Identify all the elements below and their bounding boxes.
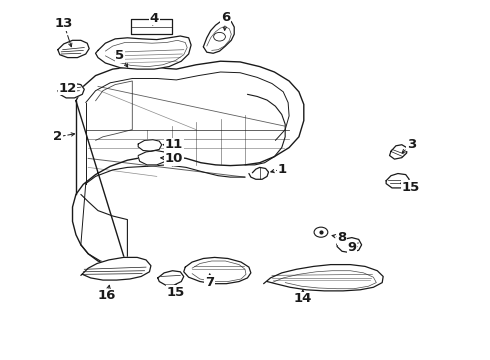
Text: 12: 12: [58, 82, 77, 95]
Polygon shape: [386, 174, 409, 188]
Text: 8: 8: [338, 231, 346, 244]
Polygon shape: [58, 40, 89, 58]
Text: 4: 4: [150, 12, 159, 24]
Text: 10: 10: [165, 152, 183, 165]
Text: 14: 14: [294, 292, 312, 305]
Polygon shape: [138, 140, 162, 151]
Polygon shape: [58, 84, 84, 98]
Polygon shape: [96, 36, 191, 69]
Polygon shape: [203, 20, 234, 53]
Polygon shape: [337, 238, 362, 253]
Polygon shape: [390, 145, 407, 159]
Text: 7: 7: [205, 276, 214, 289]
Polygon shape: [158, 271, 184, 285]
Polygon shape: [138, 150, 168, 165]
Text: 11: 11: [165, 138, 183, 151]
Polygon shape: [249, 167, 269, 179]
Text: 15: 15: [401, 181, 420, 194]
Text: 16: 16: [98, 289, 116, 302]
Polygon shape: [81, 257, 151, 280]
Polygon shape: [184, 257, 251, 284]
Text: 3: 3: [407, 138, 416, 150]
Text: 6: 6: [221, 11, 230, 24]
Text: 1: 1: [277, 163, 286, 176]
Text: 2: 2: [53, 130, 62, 143]
Polygon shape: [264, 265, 383, 291]
Text: 15: 15: [166, 286, 185, 299]
Text: 5: 5: [116, 49, 124, 62]
Text: 13: 13: [54, 17, 73, 30]
Text: 9: 9: [347, 241, 356, 254]
